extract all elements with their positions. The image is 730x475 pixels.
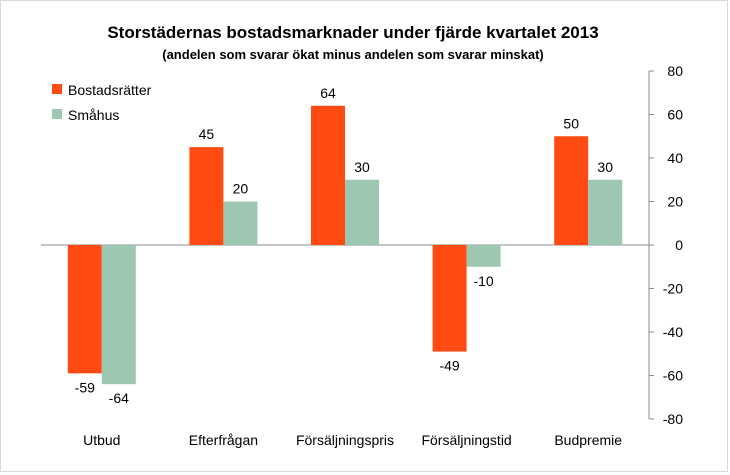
bar-smahus	[101, 245, 136, 385]
chart-subtitle: (andelen som svarar ökat minus andelen s…	[162, 47, 543, 62]
data-label: -49	[439, 358, 459, 374]
y-axis-tick-label: -60	[663, 368, 683, 384]
data-label: 20	[233, 181, 249, 197]
category-label: Försäljningspris	[296, 432, 394, 448]
bar-smahus	[466, 245, 501, 267]
category-label: Utbud	[83, 432, 120, 448]
category-label: Budpremie	[554, 432, 622, 448]
legend-label: Småhus	[68, 107, 119, 123]
data-label: 30	[597, 159, 613, 175]
data-label: 45	[199, 126, 215, 142]
data-label: 50	[563, 115, 579, 131]
data-label: -59	[75, 379, 95, 395]
y-axis-tick-label: -40	[663, 324, 683, 340]
data-label: -10	[473, 273, 493, 289]
legend-label: Bostadsrätter	[68, 82, 152, 98]
bar-bostadsratter	[189, 147, 224, 245]
data-label: 30	[354, 159, 370, 175]
y-axis-tick-label: 80	[667, 63, 683, 79]
y-axis-tick-label: 20	[667, 194, 683, 210]
bar-bostadsratter	[432, 245, 467, 352]
y-axis-tick-label: 0	[675, 237, 683, 253]
legend-swatch	[52, 109, 62, 119]
bar-smahus	[223, 201, 258, 245]
y-axis-tick-label: -80	[663, 411, 683, 427]
category-label: Efterfrågan	[189, 432, 258, 448]
chart-marks: 80 60 40 20 0 -20 -40 -60 -80 -59 -64 Utbud 45 20 Efte…	[41, 63, 683, 448]
y-axis-tick-label: 40	[667, 150, 683, 166]
bar-bostadsratter	[67, 245, 102, 374]
legend-swatch	[52, 84, 62, 94]
data-label: 64	[320, 85, 336, 101]
data-label: -64	[109, 390, 129, 406]
bar-bostadsratter	[311, 105, 345, 245]
bar-smahus	[588, 179, 623, 245]
category-label: Försäljningstid	[421, 432, 511, 448]
bar-bostadsratter	[554, 136, 589, 245]
y-axis-tick-label: 60	[667, 107, 683, 123]
chart-title: Storstädernas bostadsmarknader under fjä…	[107, 23, 598, 42]
bar-smahus	[345, 179, 379, 245]
y-axis-tick-label: -20	[663, 281, 683, 297]
